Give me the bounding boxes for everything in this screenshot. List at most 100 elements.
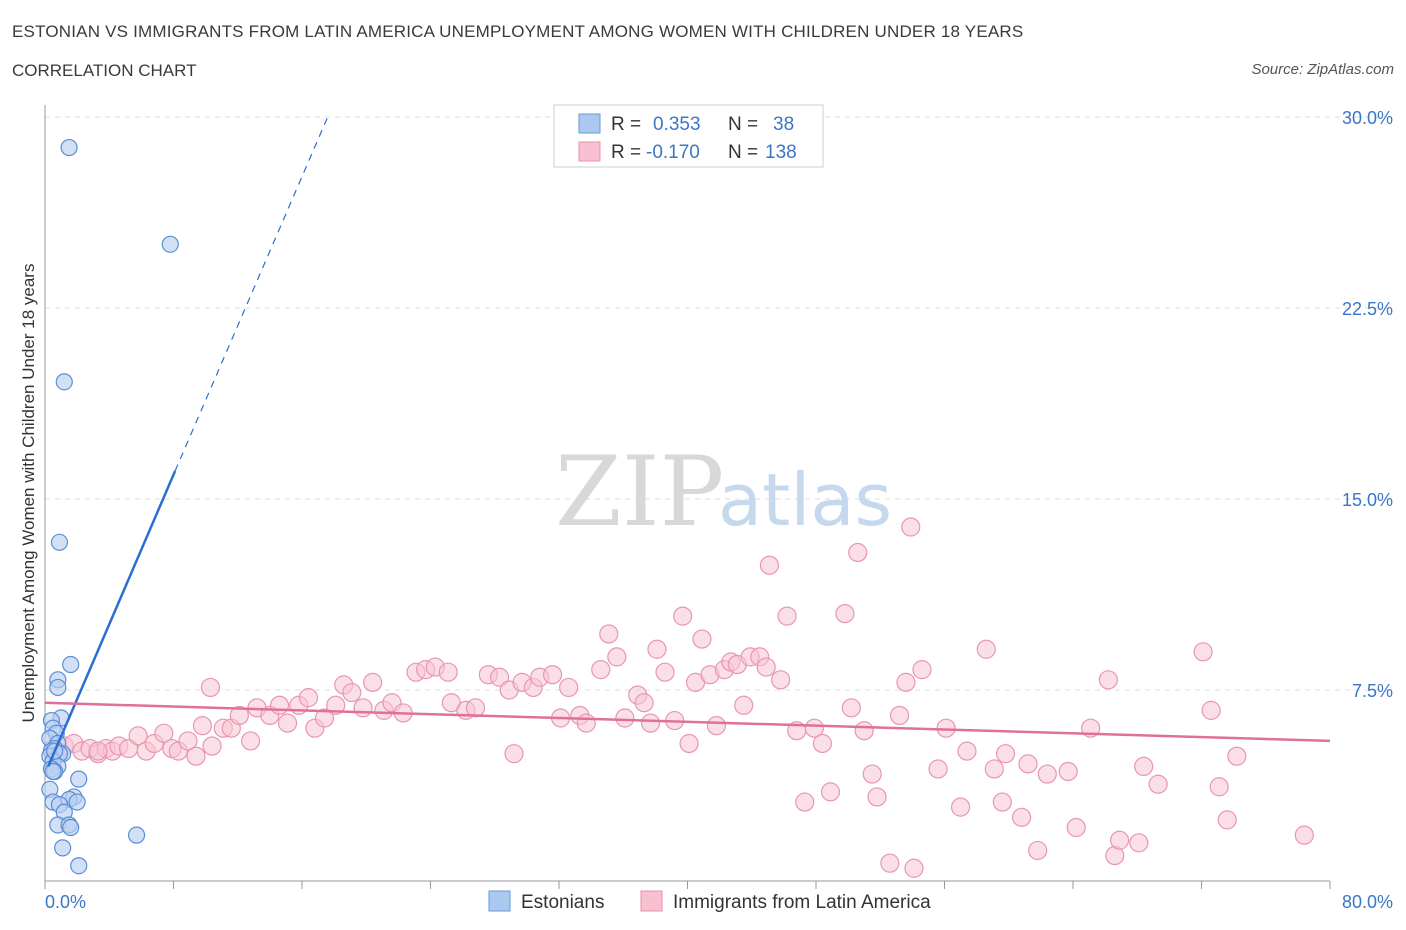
latam-point bbox=[1134, 756, 1154, 777]
latam-point bbox=[438, 662, 458, 682]
latam-point bbox=[599, 624, 619, 644]
x-tick-label: 80.0% bbox=[1342, 892, 1393, 912]
latam-point bbox=[692, 629, 712, 649]
series-legend: Estonians Immigrants from Latin America bbox=[488, 890, 931, 913]
latam-point bbox=[950, 797, 971, 817]
legend-swatch-estonians bbox=[578, 113, 601, 134]
latam-point bbox=[607, 647, 627, 667]
series-legend-latam: Immigrants from Latin America bbox=[673, 892, 931, 913]
estonian-point bbox=[50, 533, 69, 551]
latam-point bbox=[984, 759, 1004, 779]
x-tick-label: 0.0% bbox=[45, 892, 86, 912]
latam-point bbox=[1294, 825, 1314, 845]
latam-point bbox=[1148, 774, 1168, 794]
legend-r-label: R = bbox=[611, 142, 641, 163]
latam-point bbox=[1109, 830, 1130, 850]
latam-point bbox=[363, 672, 383, 692]
correlation-legend: R = 0.353 N = 38 R = -0.170 N = 138 bbox=[553, 104, 824, 168]
estonian-point bbox=[161, 235, 179, 253]
latam-point bbox=[812, 733, 833, 754]
latam-point bbox=[976, 639, 996, 659]
tick-labels: 7.5% 15.0% 22.5% 30.0% 0.0% 80.0% bbox=[45, 108, 1393, 912]
latam-point bbox=[995, 744, 1016, 764]
estonian-point bbox=[49, 678, 67, 697]
latam-point bbox=[298, 688, 319, 708]
estonian-point bbox=[62, 655, 80, 674]
latam-point bbox=[928, 759, 948, 779]
estonian-points bbox=[41, 138, 179, 875]
latam-point bbox=[504, 744, 524, 764]
estonian-trendline-extension bbox=[174, 116, 329, 472]
latam-point bbox=[1018, 754, 1038, 774]
latam-point bbox=[353, 698, 373, 718]
watermark: ZIP atlas bbox=[555, 436, 892, 548]
latam-point bbox=[192, 716, 213, 736]
legend-n-value-latam: 138 bbox=[765, 142, 797, 163]
latam-point bbox=[326, 695, 346, 715]
series-legend-swatch-latam bbox=[640, 890, 663, 912]
legend-r-value-estonians: 0.353 bbox=[653, 114, 701, 135]
latam-point bbox=[1066, 817, 1086, 838]
estonian-point bbox=[44, 762, 62, 781]
estonian-point bbox=[127, 826, 146, 844]
latam-point bbox=[200, 677, 221, 698]
latam-point bbox=[854, 721, 874, 741]
latam-point bbox=[559, 677, 579, 698]
latam-point bbox=[771, 670, 791, 690]
latam-point bbox=[186, 746, 206, 766]
latam-point bbox=[759, 555, 780, 575]
latam-point bbox=[1011, 807, 1032, 827]
latam-point bbox=[269, 695, 290, 715]
latam-point bbox=[615, 708, 635, 728]
latam-point bbox=[647, 639, 667, 659]
y-tick-label: 15.0% bbox=[1342, 490, 1393, 510]
latam-point bbox=[804, 718, 824, 738]
legend-r-label: R = bbox=[611, 114, 641, 135]
latam-point bbox=[1227, 746, 1247, 766]
estonian-trendline bbox=[47, 470, 177, 767]
latam-point bbox=[128, 726, 148, 746]
estonian-point bbox=[55, 373, 73, 391]
legend-swatch-latam bbox=[578, 141, 601, 162]
latam-point bbox=[756, 657, 776, 677]
estonian-point bbox=[68, 793, 86, 811]
latam-point bbox=[706, 716, 727, 736]
latam-point bbox=[1201, 700, 1221, 720]
latam-trendline bbox=[44, 701, 1331, 743]
latam-point bbox=[576, 713, 596, 733]
latam-point bbox=[673, 606, 693, 626]
legend-n-label: N = bbox=[728, 114, 758, 135]
series-legend-estonians: Estonians bbox=[521, 892, 604, 913]
latam-point bbox=[848, 542, 868, 563]
chart-subtitle: CORRELATION CHART bbox=[12, 61, 197, 80]
latam-point bbox=[820, 782, 841, 802]
estonian-point bbox=[70, 770, 88, 788]
chart-title: ESTONIAN VS IMMIGRANTS FROM LATIN AMERIC… bbox=[12, 22, 1024, 41]
legend-r-value-latam: -0.170 bbox=[646, 142, 700, 163]
latam-point bbox=[489, 667, 510, 687]
latam-point bbox=[1058, 761, 1078, 782]
watermark-atlas: atlas bbox=[718, 458, 892, 542]
latam-point bbox=[241, 731, 261, 751]
latam-point bbox=[154, 723, 174, 743]
estonian-point bbox=[54, 839, 72, 857]
y-tick-label: 30.0% bbox=[1342, 108, 1393, 128]
latam-point bbox=[835, 603, 855, 624]
latam-point bbox=[957, 741, 977, 761]
latam-point bbox=[1209, 777, 1229, 797]
latam-point bbox=[734, 695, 754, 715]
latam-point bbox=[679, 733, 699, 754]
latam-point bbox=[795, 792, 815, 812]
latam-point bbox=[1037, 764, 1057, 784]
latam-point bbox=[1098, 670, 1118, 690]
latam-point bbox=[277, 713, 298, 733]
latam-point bbox=[841, 698, 861, 718]
latam-point bbox=[901, 517, 921, 537]
y-tick-label: 22.5% bbox=[1342, 299, 1393, 319]
estonian-point bbox=[70, 857, 88, 875]
latam-point bbox=[314, 708, 335, 728]
latam-point bbox=[880, 853, 900, 873]
series-legend-swatch-estonians bbox=[488, 890, 511, 912]
trendlines bbox=[44, 116, 1331, 767]
